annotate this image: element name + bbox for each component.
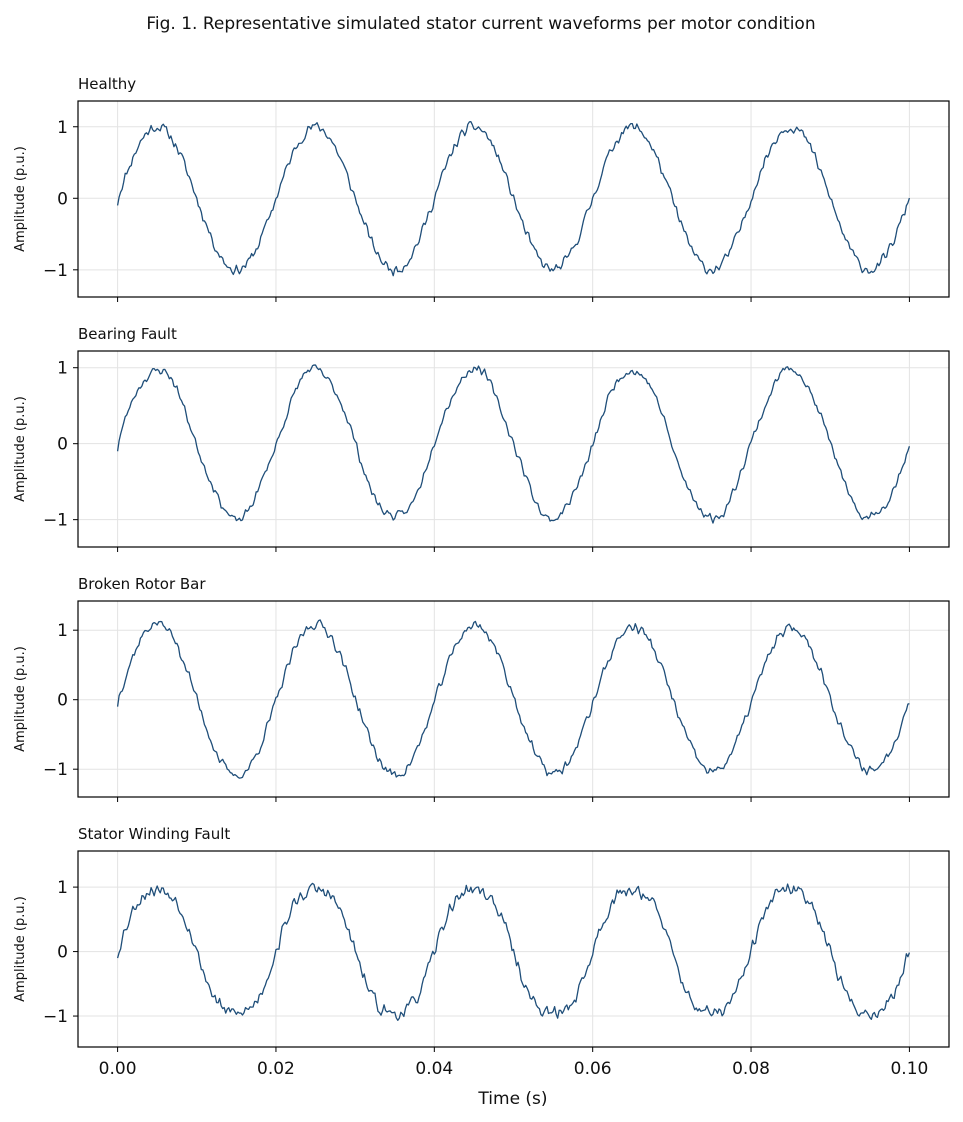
y-tick-label: −1 [43,511,68,531]
panel-3: Broken Rotor Bar −1 0 1 Amplitude (p.u.) [13,575,950,802]
axes-frame [77,350,950,548]
y-tick-label: −1 [43,1007,68,1027]
panel-title: Bearing Fault [78,325,177,343]
y-axis-label: Amplitude (p.u.) [13,896,28,1002]
axes-frame [77,850,950,1048]
y-tick-label: 0 [57,189,68,209]
waveform-line [116,120,911,277]
x-tick-label: 0.04 [415,1059,453,1079]
y-axis-label: Amplitude (p.u.) [13,396,28,502]
axes-frame [77,100,950,298]
panel-1: Healthy −1 0 1 Amplitude (p.u.) [13,75,950,302]
y-tick-label: 1 [57,878,68,898]
y-axis-label: Amplitude (p.u.) [13,146,28,252]
x-axis-label: Time (s) [477,1089,547,1109]
panel-title: Stator Winding Fault [78,825,230,843]
y-tick-label: 0 [57,943,68,963]
x-tick-label: 0.02 [257,1059,295,1079]
axes-frame [77,600,950,798]
x-tick-label: 0.08 [732,1059,770,1079]
waveform-line [116,619,910,779]
waveform-line [116,364,911,524]
y-tick-label: 1 [57,621,68,641]
y-tick-label: 0 [57,435,68,455]
panel-title: Healthy [78,75,136,93]
x-tick-label: 0.06 [574,1059,612,1079]
panel-2: Bearing Fault −1 0 1 Amplitude (p.u.) [13,325,950,552]
figure-title: Fig. 1. Representative simulated stator … [146,14,815,34]
waveform-line [116,882,911,1021]
y-axis-label: Amplitude (p.u.) [13,646,28,752]
y-tick-label: 1 [57,359,68,379]
y-tick-label: 1 [57,118,68,138]
x-tick-label: 0.10 [890,1059,928,1079]
panel-4: Stator Winding Fault −1 0 1 0.00 0.02 0.04 0.06… [13,825,950,1079]
y-tick-label: −1 [43,760,68,780]
y-tick-label: −1 [43,261,68,281]
panel-title: Broken Rotor Bar [78,575,206,593]
y-tick-label: 0 [57,691,68,711]
x-tick-label: 0.00 [99,1059,137,1079]
